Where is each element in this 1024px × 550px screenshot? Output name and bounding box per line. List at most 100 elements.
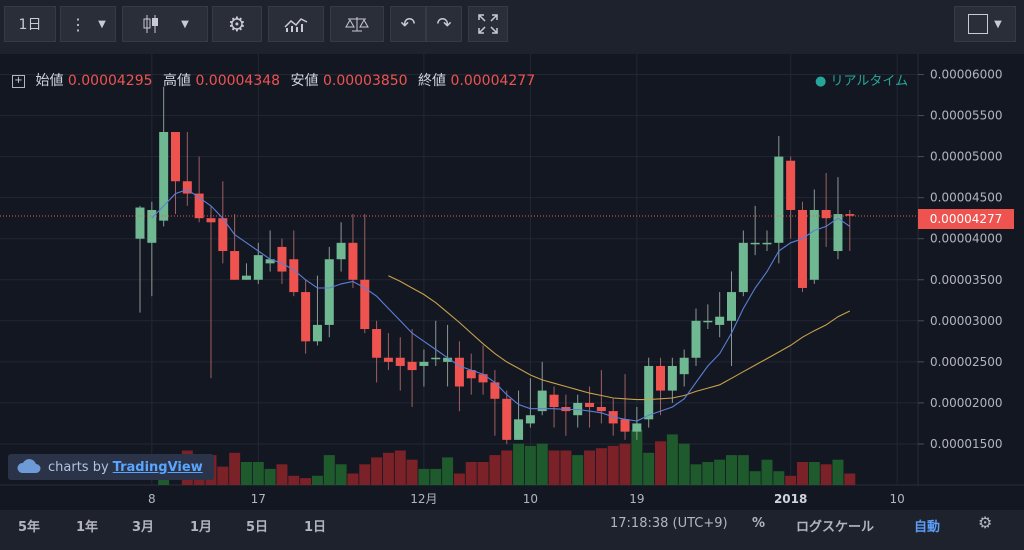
volume-bar: [300, 478, 312, 485]
layout-button[interactable]: ▼: [954, 6, 1016, 42]
indicators-button[interactable]: [268, 6, 324, 42]
volume-bar: [844, 473, 856, 485]
chevron-down-icon: ▼: [994, 18, 1002, 30]
range-1y-button[interactable]: 1年: [76, 520, 99, 535]
clock-readout: 17:18:38 (UTC+9): [610, 516, 728, 531]
compare-button[interactable]: [330, 6, 384, 42]
candle-body: [206, 218, 216, 223]
realtime-indicator: ● リアルタイム: [815, 70, 908, 89]
x-tick-label: 10: [889, 492, 904, 506]
candle-body: [431, 357, 441, 360]
candle-body: [443, 357, 453, 362]
volume-bar: [666, 434, 678, 485]
gear-icon[interactable]: ⚙: [978, 513, 993, 532]
undo-button[interactable]: ↶: [390, 6, 426, 42]
percent-toggle[interactable]: %: [752, 516, 766, 531]
auto-scale-toggle[interactable]: 自動: [914, 520, 941, 535]
y-tick-label: 0.00005000: [930, 150, 1003, 164]
candle-body: [703, 320, 713, 323]
volume-bar: [832, 459, 844, 485]
volume-bar: [501, 450, 513, 485]
fullscreen-button[interactable]: [468, 6, 508, 42]
y-tick-label: 0.00001500: [930, 437, 1003, 451]
x-tick-label: 8: [148, 492, 156, 506]
volume-bar: [323, 455, 335, 485]
range-1m-button[interactable]: 1月: [190, 520, 213, 535]
volume-bar: [607, 445, 619, 485]
interval-menu-button[interactable]: ⋮ ▼: [60, 6, 116, 42]
interval-label: 1日: [18, 17, 42, 33]
candle-body: [159, 131, 169, 221]
current-price-label: 0.00004277: [929, 212, 1003, 226]
candle-body: [537, 390, 547, 412]
candle-body: [360, 279, 370, 330]
candle-body: [253, 255, 263, 280]
tradingview-badge[interactable]: charts by TradingView: [8, 454, 214, 480]
candle-body: [585, 402, 595, 408]
candle-body: [691, 320, 701, 358]
volume-bar: [489, 455, 501, 485]
volume-bar: [643, 452, 655, 485]
interval-button[interactable]: 1日: [4, 6, 56, 42]
indicators-icon: [284, 18, 308, 32]
volume-bar: [678, 443, 690, 485]
x-tick-label: 2018: [774, 492, 807, 506]
candle-body: [312, 324, 322, 342]
gear-icon: ⚙: [228, 12, 246, 36]
log-scale-toggle[interactable]: ログスケール: [796, 520, 875, 535]
volume-bar: [513, 443, 525, 485]
candle-body: [241, 275, 251, 280]
redo-icon: ↷: [436, 13, 452, 35]
candle-body: [301, 292, 311, 342]
y-axis-background: [918, 54, 1024, 510]
volume-bar: [347, 473, 359, 485]
candle-body: [821, 209, 831, 219]
volume-bar: [655, 441, 667, 485]
range-3m-button[interactable]: 3月: [132, 520, 155, 535]
candle-body: [620, 419, 630, 432]
bottom-bar: 5年 1年 3月 1月 5日 1日 17:18:38 (UTC+9) % ログス…: [0, 510, 1024, 550]
candle-body: [514, 419, 524, 440]
volume-bar: [442, 457, 454, 485]
range-5d-button[interactable]: 5日: [246, 520, 269, 535]
chart-style-button[interactable]: ▼: [122, 6, 208, 42]
volume-bar: [773, 471, 785, 485]
redo-button[interactable]: ↷: [426, 6, 462, 42]
candlestick-icon: [143, 15, 159, 33]
branding-prefix: charts by: [48, 459, 109, 475]
candle-body: [667, 365, 677, 391]
volume-bar: [477, 462, 489, 485]
x-tick-label: 12月: [410, 492, 437, 506]
volume-bar: [418, 468, 430, 485]
chevron-down-icon: ▼: [98, 18, 106, 30]
candle-body: [348, 242, 358, 280]
close-label: 終値: [418, 73, 447, 89]
open-label: 始値: [35, 73, 64, 89]
volume-bar: [820, 464, 832, 485]
volume-bar: [311, 475, 323, 485]
volume-bar: [252, 462, 264, 485]
price-chart[interactable]: 0.00006000 0.00005500 0.00005000 0.00004500…: [0, 54, 1024, 510]
ohlc-legend: + 始値 0.00004295 高値 0.00004348 安値 0.00003…: [12, 70, 541, 90]
tradingview-link[interactable]: TradingView: [112, 459, 203, 475]
candle-body: [679, 357, 689, 375]
range-5y-button[interactable]: 5年: [18, 520, 41, 535]
candle-body: [632, 423, 642, 432]
x-tick-label: 19: [629, 492, 644, 506]
high-value: 0.00004348: [195, 73, 281, 89]
current-price-tag: 0.00004277: [918, 209, 1014, 229]
close-value: 0.00004277: [450, 73, 536, 89]
settings-button[interactable]: ⚙: [212, 6, 262, 42]
volume-bar: [737, 455, 749, 485]
candle-body: [466, 370, 476, 379]
plot-background: [0, 54, 918, 485]
candle-body: [289, 259, 299, 293]
candle-body: [715, 316, 725, 325]
candle-body: [478, 374, 488, 383]
legend-toggle-icon[interactable]: +: [12, 74, 25, 88]
candle-body: [490, 382, 500, 399]
volume-bar: [382, 452, 394, 485]
candle-body: [644, 365, 654, 420]
volume-bar: [406, 459, 418, 485]
range-1d-button[interactable]: 1日: [304, 520, 327, 535]
